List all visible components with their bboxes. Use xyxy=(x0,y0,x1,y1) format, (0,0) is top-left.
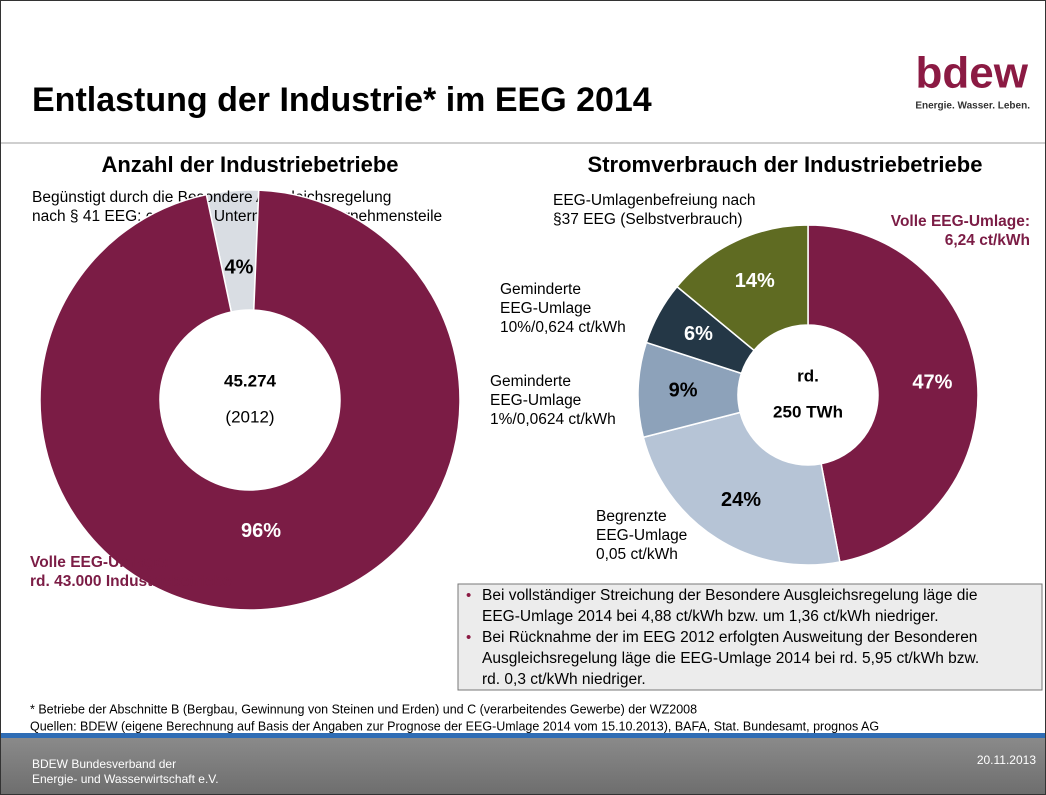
note-bullet: • xyxy=(466,587,471,604)
slice-category-label: Volle EEG-Umlage: xyxy=(891,213,1030,230)
slice-category-label: 6,24 ct/kWh xyxy=(945,232,1030,249)
slice-value-label: 24% xyxy=(721,489,761,511)
slice-category-label: EEG-Umlage xyxy=(596,527,687,544)
footer-band xyxy=(1,738,1045,794)
logo-tagline: Energie. Wasser. Leben. xyxy=(915,101,1030,112)
note-text: Ausgleichsregelung läge die EEG-Umlage 2… xyxy=(482,650,979,667)
footnote: * Betriebe der Abschnitte B (Bergbau, Ge… xyxy=(30,702,697,716)
center-label: 45.274 xyxy=(224,371,277,390)
slice-category-label: 1%/0,0624 ct/kWh xyxy=(490,411,616,428)
note-text: EEG-Umlage 2014 bei 4,88 ct/kWh bzw. um … xyxy=(482,608,939,625)
pie-slice xyxy=(675,224,809,352)
slice-value-label: 4% xyxy=(225,257,254,279)
footer-organization: Energie- und Wasserwirtschaft e.V. xyxy=(32,772,219,786)
slice-value-label: 47% xyxy=(912,372,952,394)
center-label: (2012) xyxy=(225,407,274,426)
slice-category-label: Geminderte xyxy=(490,373,571,390)
pie-slice xyxy=(39,189,461,611)
slice-category-label: EEG-Umlage xyxy=(500,300,591,317)
center-label: 250 TWh xyxy=(773,402,843,421)
chart-title: Anzahl der Industriebetriebe xyxy=(101,152,398,177)
footer-date: 20.11.2013 xyxy=(977,753,1036,767)
slice-value-label: 6% xyxy=(684,323,713,345)
slice-category-label: 0,05 ct/kWh xyxy=(596,546,678,563)
slice-category-label: EEG-Umlage xyxy=(490,392,581,409)
pie-slice xyxy=(642,411,841,566)
note-text: rd. 0,3 ct/kWh niedriger. xyxy=(482,671,646,688)
notes-box xyxy=(457,583,1043,691)
slice-category-label: Begrenzte xyxy=(596,508,667,525)
slice-category-label: Volle EEG-Umlage: xyxy=(30,554,169,571)
pie-slice xyxy=(807,224,979,563)
footnote: Quellen: BDEW (eigene Berechnung auf Bas… xyxy=(30,719,879,733)
slice-value-label: 96% xyxy=(241,520,281,542)
slice-category-label: Geminderte xyxy=(500,281,581,298)
slice-category-label: nach § 41 EEG: ca. 2.000 Unternehmen/Unt… xyxy=(32,208,442,225)
center-label: rd. xyxy=(797,366,819,385)
slice-value-label: 14% xyxy=(735,270,775,292)
slice-category-label: §37 EEG (Selbstverbrauch) xyxy=(553,211,743,228)
chart-title: Stromverbrauch der Industriebetriebe xyxy=(588,152,983,177)
slide-title: Entlastung der Industrie* im EEG 2014 xyxy=(32,81,652,119)
slice-category-label: 10%/0,624 ct/kWh xyxy=(500,319,626,336)
note-text: Bei Rücknahme der im EEG 2012 erfolgten … xyxy=(482,629,977,646)
logo: bdew xyxy=(916,49,1029,98)
slice-category-label: rd. 43.000 Industriebetriebe xyxy=(30,573,232,590)
footer-organization: BDEW Bundesverband der xyxy=(32,757,176,771)
footer-stripe xyxy=(1,733,1045,738)
note-bullet: • xyxy=(466,629,471,646)
slice-category-label: Begünstigt durch die Besondere Ausgleich… xyxy=(32,189,391,206)
note-text: Bei vollständiger Streichung der Besonde… xyxy=(482,587,977,604)
slice-value-label: 9% xyxy=(669,379,698,401)
slice-category-label: EEG-Umlagenbefreiung nach xyxy=(553,192,755,209)
